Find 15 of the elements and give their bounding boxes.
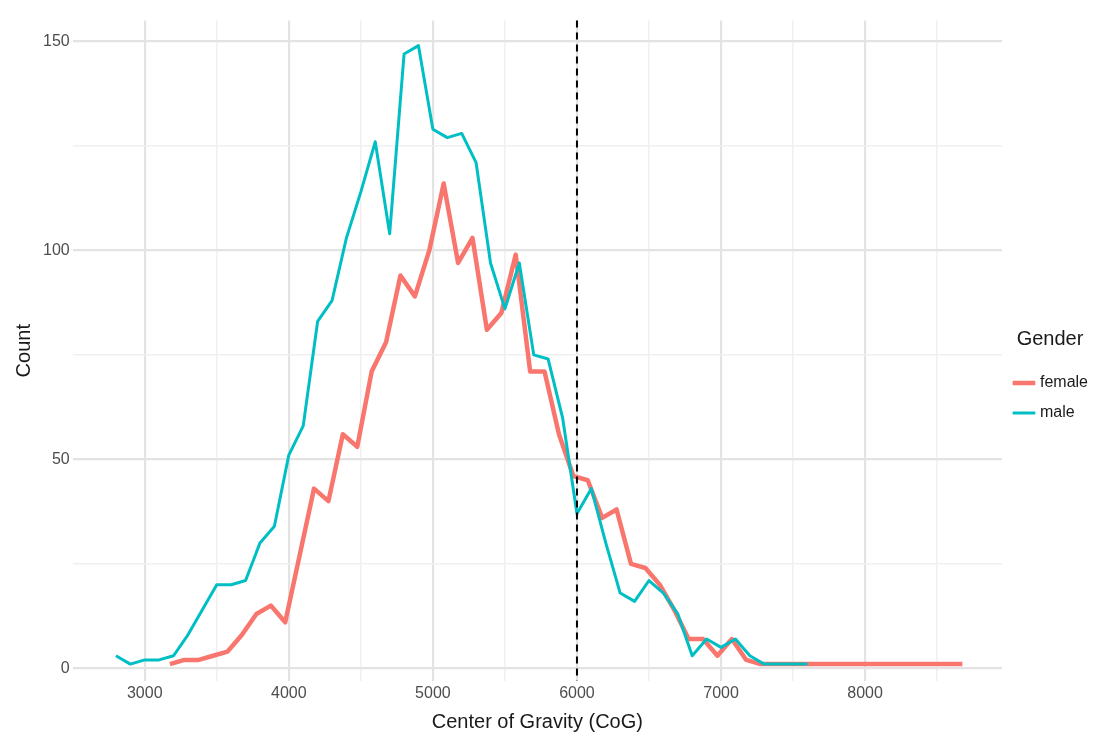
y-axis-title: Count <box>11 323 34 378</box>
x-tick-label: 3000 <box>126 683 163 701</box>
y-tick-label: 0 <box>60 658 70 676</box>
legend-label: female <box>1039 373 1089 391</box>
x-tick-label: 4000 <box>271 683 307 701</box>
x-tick-label: 5000 <box>415 683 451 701</box>
y-tick-label: 100 <box>42 240 70 258</box>
legend-label: male <box>1039 403 1075 421</box>
x-axis-title: Center of Gravity (CoG) <box>431 709 643 732</box>
legend-title: Gender <box>1016 326 1084 349</box>
y-tick-label: 150 <box>42 31 70 49</box>
x-tick-label: 7000 <box>703 683 739 701</box>
y-tick-label: 50 <box>51 449 70 467</box>
x-tick-label: 8000 <box>847 683 883 701</box>
x-tick-label: 6000 <box>559 683 595 701</box>
